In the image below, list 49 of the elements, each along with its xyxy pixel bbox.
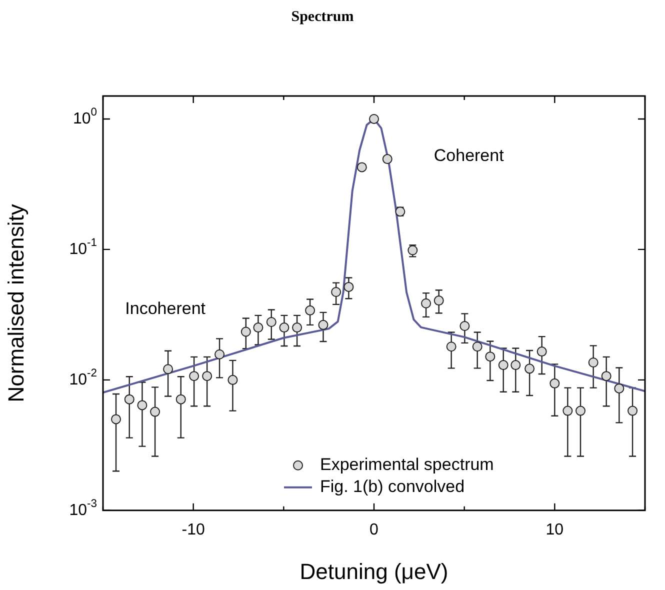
point [472, 342, 482, 352]
y-axis-title: Normalised intensity [3, 204, 28, 402]
point [279, 322, 290, 333]
point [163, 364, 174, 374]
point [240, 326, 251, 337]
point [137, 400, 148, 410]
point [588, 358, 598, 368]
point [421, 298, 432, 308]
point [628, 406, 638, 416]
point [266, 316, 276, 327]
legend-label: Fig. 1(b) convolved [320, 477, 465, 496]
point [382, 154, 392, 164]
point [189, 371, 200, 382]
point [446, 342, 456, 352]
annotation: Incoherent [125, 299, 206, 318]
point [356, 162, 367, 172]
annotation: Coherent [434, 146, 504, 165]
point [485, 352, 496, 362]
point [344, 282, 354, 292]
point [510, 360, 521, 370]
point [536, 346, 547, 357]
point [214, 349, 225, 360]
chart-title: Spectrum [291, 8, 354, 25]
point [111, 414, 122, 424]
point [576, 406, 586, 416]
point [498, 360, 508, 370]
point [331, 286, 342, 297]
x-axis-title: Detuning (μeV) [300, 558, 448, 584]
point [524, 364, 535, 374]
x-tick-label: -10 [182, 521, 205, 538]
point [434, 296, 444, 306]
legend-label: Experimental spectrum [320, 455, 494, 474]
x-tick-label: 10 [546, 521, 564, 538]
point [150, 406, 160, 417]
point [305, 305, 316, 316]
point [176, 394, 186, 404]
point [202, 371, 212, 382]
point [614, 383, 624, 394]
point [318, 320, 328, 330]
point [369, 114, 379, 124]
point [550, 378, 560, 388]
point [562, 406, 573, 416]
point [292, 322, 302, 333]
point [124, 394, 134, 404]
point [601, 371, 612, 382]
point [253, 322, 264, 333]
point [228, 374, 238, 385]
point [460, 321, 470, 331]
x-tick-label: 0 [370, 521, 379, 538]
